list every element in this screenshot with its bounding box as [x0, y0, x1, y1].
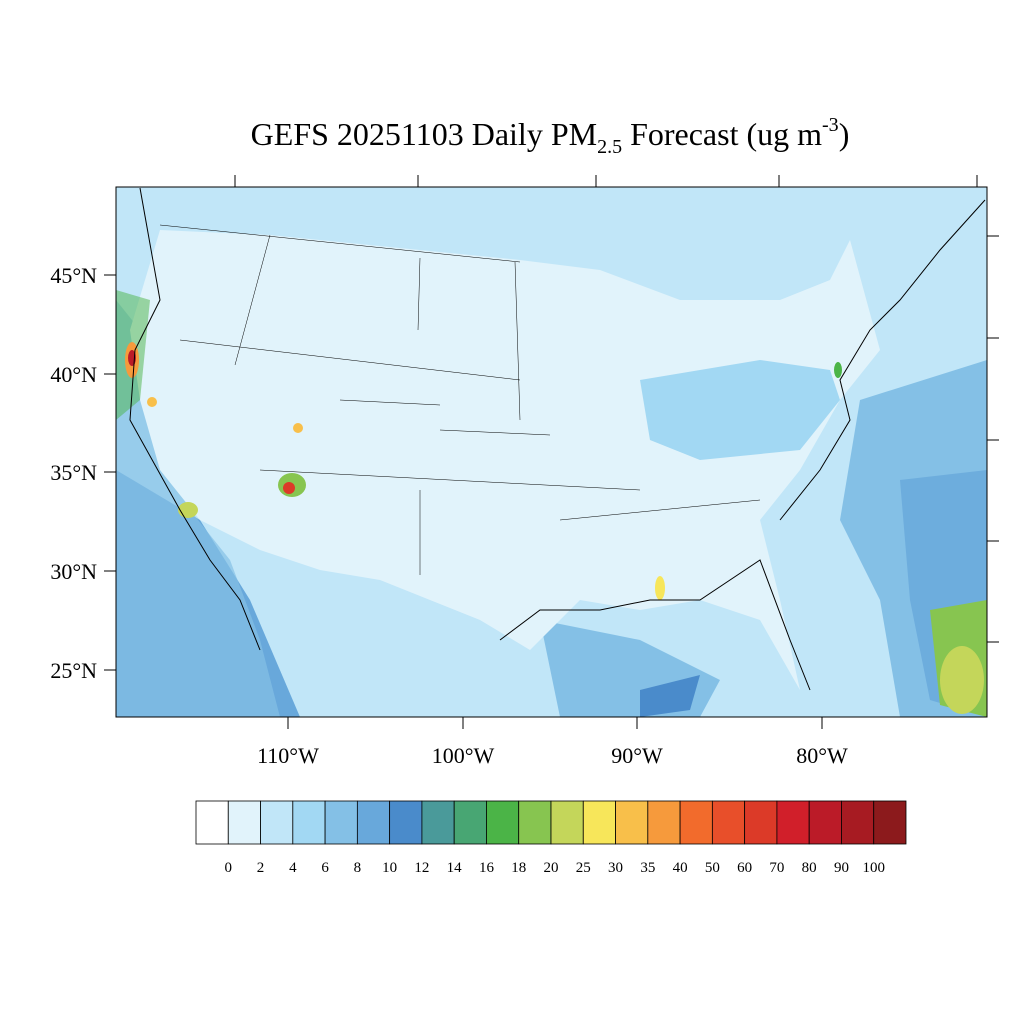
lat-label: 35°N [50, 460, 97, 485]
colorbar: 0 2 4 6 8 10 12 14 16 18 20 25 30 35 40 50 60 70 80 90 100 [195, 800, 907, 876]
colorbar-box [389, 800, 423, 845]
colorbar-label: 35 [640, 860, 655, 876]
colorbar-box [647, 800, 681, 845]
colorbar-box [841, 800, 875, 845]
map [104, 175, 999, 729]
colorbar-label: 100 [862, 860, 885, 876]
lat-label: 25°N [50, 658, 97, 683]
colorbar-box [582, 800, 616, 845]
colorbar-box [518, 800, 552, 845]
lat-label: 30°N [50, 559, 97, 584]
colorbar-box [808, 800, 842, 845]
colorbar-box [486, 800, 520, 845]
colorbar-label: 0 [225, 860, 233, 876]
title-sub: 2.5 [597, 136, 622, 158]
colorbar-label: 20 [544, 860, 559, 876]
colorbar-label: 30 [608, 860, 623, 876]
colorbar-label: 80 [802, 860, 817, 876]
title-text: GEFS 20251103 Daily PM [251, 116, 597, 152]
colorbar-label: 16 [479, 860, 495, 876]
colorbar-box [550, 800, 584, 845]
colorbar-label: 10 [382, 860, 397, 876]
colorbar-box [615, 800, 649, 845]
lon-label: 110°W [257, 743, 319, 768]
title: GEFS 20251103 Daily PM2.5 Forecast (ug m… [251, 114, 850, 158]
colorbar-box [453, 800, 487, 845]
colorbar-box [711, 800, 746, 845]
lon-label: 90°W [611, 743, 663, 768]
colorbar-box [324, 800, 358, 845]
colorbar-label: 14 [447, 860, 463, 876]
axis-labels: 45°N 40°N 35°N 30°N 25°N 110°W 100°W 90°W 80°W [50, 263, 848, 768]
colorbar-label: 6 [321, 860, 329, 876]
colorbar-label: 90 [834, 860, 849, 876]
colorbar-label: 40 [673, 860, 688, 876]
title-sup: -3 [822, 114, 839, 136]
colorbar-box [260, 800, 294, 845]
lon-label: 100°W [432, 743, 495, 768]
colorbar-label: 25 [576, 860, 591, 876]
colorbar-box [744, 800, 778, 845]
colorbar-label: 18 [511, 860, 526, 876]
colorbar-box [873, 800, 907, 845]
colorbar-label: 50 [705, 860, 720, 876]
colorbar-box [227, 800, 261, 845]
title-end: ) [839, 116, 850, 152]
colorbar-box [679, 800, 713, 845]
lat-label: 40°N [50, 362, 97, 387]
colorbar-label: 8 [354, 860, 362, 876]
lat-label: 45°N [50, 263, 97, 288]
colorbar-box [292, 800, 326, 845]
colorbar-box [776, 800, 810, 845]
colorbar-label: 2 [257, 860, 265, 876]
colorbar-label: 12 [414, 860, 429, 876]
lon-label: 80°W [796, 743, 848, 768]
colorbar-box [195, 800, 229, 845]
colorbar-label: 60 [737, 860, 752, 876]
colorbar-box [356, 800, 391, 845]
colorbar-box [421, 800, 455, 845]
title-mid: Forecast (ug m [622, 116, 822, 152]
colorbar-label: 4 [289, 860, 297, 876]
colorbar-label: 70 [769, 860, 784, 876]
